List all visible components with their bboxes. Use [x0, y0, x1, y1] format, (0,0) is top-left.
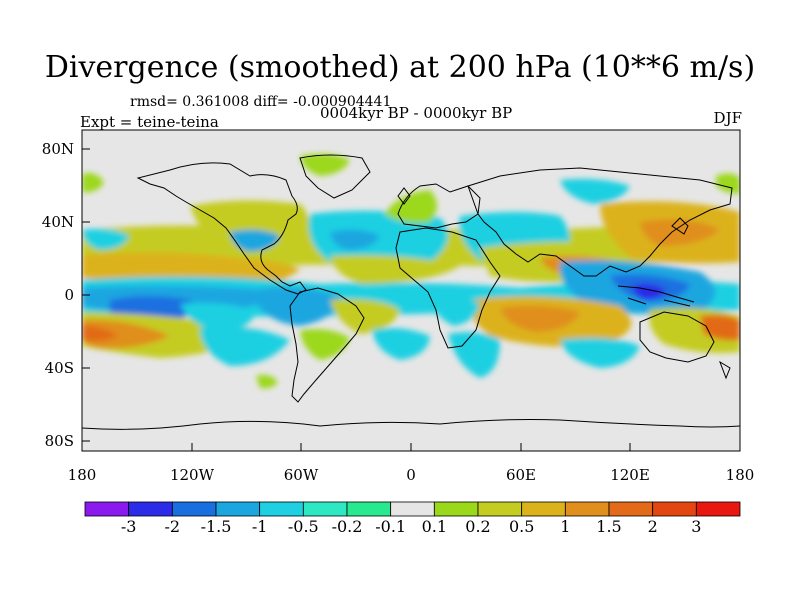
y-tick-label: 80S — [44, 432, 74, 450]
colorbar-label: 1 — [560, 517, 571, 536]
y-tick-label: 40N — [41, 213, 74, 231]
negative-anomaly-region — [308, 210, 448, 266]
negative-anomaly-region — [250, 287, 340, 326]
colorbar-swatch — [128, 501, 173, 517]
positive-anomaly-region — [640, 219, 720, 246]
colorbar-swatch — [608, 501, 654, 517]
colorbar — [84, 501, 741, 517]
positive-anomaly-region — [330, 299, 400, 334]
coastline-south-america — [289, 287, 365, 403]
coastline-north-america — [136, 162, 307, 295]
colorbar-swatch — [259, 501, 304, 517]
positive-anomaly-region — [300, 153, 350, 176]
y-tick-label: 0 — [64, 286, 74, 304]
colorbar-swatch — [521, 501, 566, 517]
colorbar-label: -2 — [164, 517, 181, 536]
positive-anomaly-region — [82, 173, 104, 193]
x-tick-label: 120W — [169, 466, 215, 484]
colorbar-swatch — [346, 501, 392, 517]
x-tick-label: 0 — [406, 466, 416, 484]
time-period-label: 0004kyr BP - 0000kyr BP — [320, 104, 513, 122]
positive-anomaly-region — [82, 319, 170, 349]
y-tick-label: 80N — [41, 140, 74, 158]
positive-anomaly-region — [256, 374, 278, 389]
colorbar-label: -0.5 — [287, 517, 319, 536]
negative-anomaly-region — [560, 178, 630, 204]
x-tick-label: 180 — [725, 466, 755, 484]
colorbar-swatch — [695, 501, 741, 517]
experiment-label: Expt = teine-teina — [80, 113, 219, 131]
negative-anomaly-region — [180, 303, 256, 332]
negative-anomaly-region — [430, 295, 480, 326]
coastline-maritime-continent — [617, 285, 695, 307]
colorbar-label: 1.5 — [596, 517, 622, 536]
y-tick-label: 40S — [44, 359, 74, 377]
positive-anomaly-region — [500, 305, 580, 332]
coastline-africa — [395, 227, 501, 349]
coastline-europe — [397, 183, 481, 229]
positive-anomaly-region — [190, 200, 310, 258]
coastline-japan — [671, 217, 689, 235]
colorbar-swatch — [84, 501, 130, 517]
colorbar-label: 0.1 — [421, 517, 448, 536]
negative-anomaly-region — [560, 338, 640, 368]
colorbar-label: -1.5 — [200, 517, 232, 536]
plot-title: Divergence (smoothed) at 200 hPa (10**6 … — [44, 50, 756, 85]
colorbar-label: 2 — [647, 517, 658, 536]
coastlines — [82, 154, 740, 430]
x-tick-label: 60E — [505, 466, 537, 484]
x-tick-label: 60W — [283, 466, 319, 484]
colorbar-swatch — [302, 501, 348, 517]
x-axis-ticks — [81, 443, 741, 451]
coastline-antarctica — [82, 419, 740, 430]
colorbar-label: -0.2 — [331, 517, 363, 536]
colorbar-label: -0.1 — [375, 517, 407, 536]
negative-anomaly-region — [372, 328, 430, 360]
negative-anomaly-region — [200, 326, 290, 366]
x-tick-label: 120E — [610, 466, 650, 484]
positive-anomaly-region — [384, 190, 437, 223]
y-axis-ticks — [82, 148, 90, 442]
positive-anomaly-region — [82, 325, 118, 342]
colorbar-label: 3 — [691, 517, 702, 536]
coastline-australia — [639, 311, 715, 363]
colorbar-swatch — [564, 501, 610, 517]
coastline-uk — [397, 187, 411, 205]
negative-anomaly-region — [330, 229, 380, 250]
colorbar-label: -1 — [251, 517, 268, 536]
positive-anomaly-region — [330, 255, 460, 284]
rmsd-diff-stats: rmsd= 0.361008 diff= -0.000904441 — [130, 94, 392, 110]
colorbar-swatch — [171, 501, 217, 517]
coastline-asia — [467, 167, 733, 277]
colorbar-swatch — [433, 501, 479, 517]
colorbar-label: 0.5 — [508, 517, 535, 536]
colorbar-swatch — [477, 501, 523, 517]
colorbar-swatch — [215, 501, 261, 517]
positive-anomaly-region — [82, 252, 300, 283]
colorbar-label: 0.2 — [465, 517, 491, 536]
positive-anomaly-region — [300, 329, 350, 360]
positive-anomaly-region — [716, 173, 740, 194]
negative-anomaly-region — [82, 228, 130, 250]
x-tick-label: 180 — [67, 466, 97, 484]
coastline-greenland — [299, 154, 371, 199]
negative-anomaly-region — [230, 229, 280, 252]
colorbar-label: -3 — [120, 517, 137, 536]
colorbar-swatch — [652, 501, 697, 517]
negative-anomaly-region — [448, 332, 500, 378]
colorbar-swatch — [390, 501, 435, 517]
coastline-new-zealand — [719, 360, 731, 380]
season-label: DJF — [713, 109, 742, 127]
